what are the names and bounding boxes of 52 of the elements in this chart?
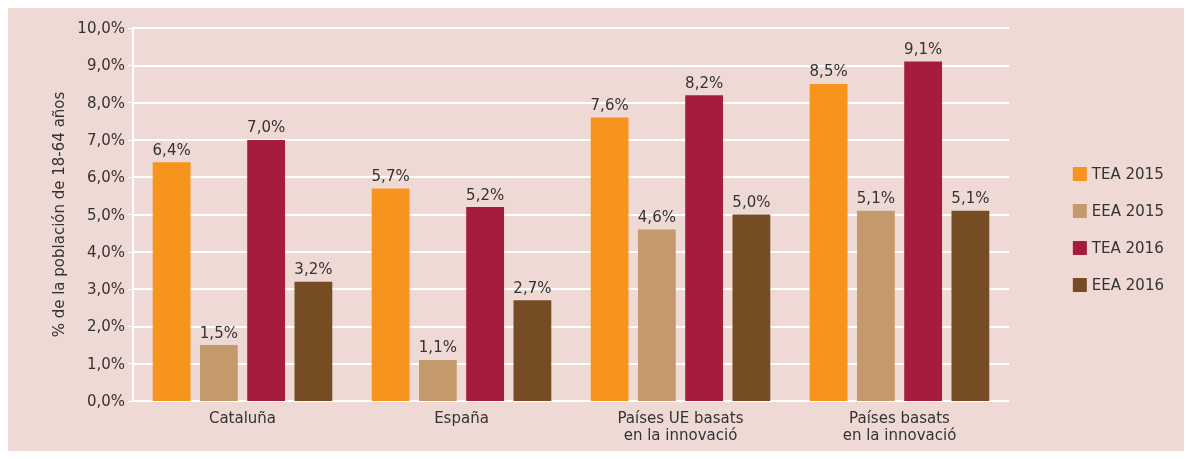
- bar: [856, 210, 895, 401]
- y-tick-label: 9,0%: [86, 56, 125, 75]
- y-tick-label: 7,0%: [86, 130, 125, 149]
- bar: [371, 188, 410, 401]
- bar: [904, 61, 943, 401]
- y-axis-title: % de la población de 18-64 años: [49, 91, 68, 338]
- data-label: 1,5%: [199, 323, 238, 342]
- data-label: 6,4%: [152, 140, 191, 159]
- x-tick-label: Países UE basats en la innovació: [617, 408, 744, 444]
- bar: [466, 207, 505, 401]
- bar: [199, 345, 238, 401]
- bar: [951, 210, 990, 401]
- y-tick-label: 1,0%: [86, 354, 125, 373]
- data-label: 7,6%: [590, 96, 629, 115]
- y-tick-label: 8,0%: [86, 93, 125, 112]
- data-label: 5,1%: [951, 189, 990, 208]
- bar: [809, 83, 848, 401]
- data-label: 8,2%: [685, 73, 724, 92]
- data-label: 5,0%: [732, 193, 771, 211]
- data-label: 8,5%: [809, 62, 848, 81]
- x-tick-label: Cataluña: [208, 408, 277, 427]
- bar: [247, 139, 286, 401]
- bar: [418, 359, 457, 401]
- y-tick-label: 5,0%: [86, 205, 125, 224]
- data-label: 5,2%: [466, 185, 505, 204]
- y-tick-label: 0,0%: [86, 392, 125, 410]
- bar: [294, 281, 333, 401]
- bar: [685, 95, 724, 401]
- bar: [590, 117, 629, 401]
- legend-label: EEA 2016: [1091, 276, 1165, 294]
- data-label: 4,6%: [637, 207, 676, 226]
- legend-label: EEA 2015: [1091, 202, 1165, 220]
- bar: [152, 162, 191, 401]
- x-tick-label: España: [434, 408, 489, 427]
- bar: [637, 229, 676, 401]
- data-label: 2,7%: [513, 278, 552, 297]
- y-tick-label: 6,0%: [86, 168, 125, 187]
- x-tick-label: Países basats en la innovació: [842, 408, 957, 444]
- data-label: 9,1%: [904, 40, 943, 59]
- y-tick-label: 4,0%: [86, 242, 125, 261]
- y-tick-label: 2,0%: [86, 317, 125, 336]
- data-label: 7,0%: [247, 118, 286, 137]
- bar: [732, 214, 771, 401]
- data-label: 5,7%: [371, 166, 410, 185]
- legend-label: TEA 2016: [1090, 239, 1164, 257]
- data-label: 1,1%: [418, 338, 457, 357]
- data-label: 5,1%: [856, 189, 895, 208]
- legend-label: TEA 2015: [1090, 165, 1164, 183]
- bar: [513, 300, 552, 401]
- y-tick-label: 10,0%: [77, 19, 125, 37]
- y-tick-label: 3,0%: [86, 280, 125, 299]
- data-label: 3,2%: [294, 260, 333, 279]
